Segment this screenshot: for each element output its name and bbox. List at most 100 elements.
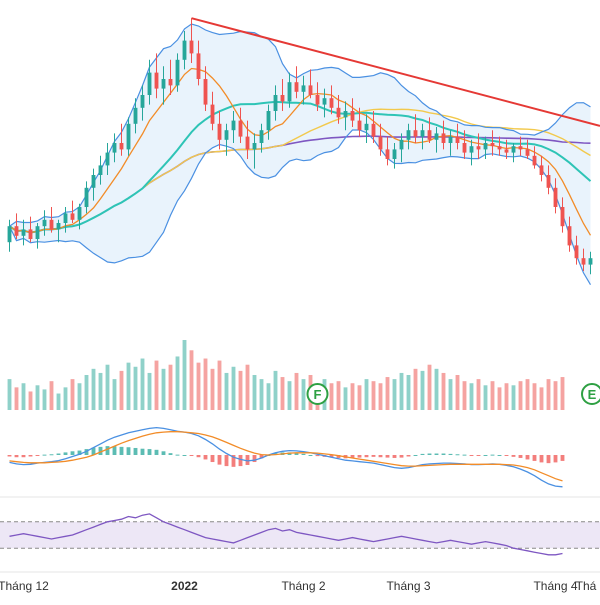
macd-histogram-bar xyxy=(365,455,369,457)
event-marker-label: F xyxy=(314,387,322,402)
volume-bar xyxy=(533,383,537,410)
volume-bar xyxy=(15,387,19,410)
candle-body xyxy=(365,124,369,130)
candle-body xyxy=(302,85,306,91)
candle-body xyxy=(204,79,208,105)
volume-bar xyxy=(407,375,411,410)
macd-histogram-bar xyxy=(141,449,145,455)
candle-body xyxy=(22,229,26,235)
candle-body xyxy=(15,226,19,236)
volume-bar xyxy=(106,365,110,410)
volume-bar xyxy=(204,359,208,410)
volume-bar xyxy=(512,385,516,410)
candle-body xyxy=(533,156,537,166)
candle-body xyxy=(64,213,68,223)
volume-bar xyxy=(232,367,236,410)
candle-body xyxy=(519,146,523,149)
candle-body xyxy=(50,220,54,230)
candle-body xyxy=(421,130,425,136)
candle-body xyxy=(449,137,453,143)
macd-histogram-bar xyxy=(456,454,460,455)
candle-body xyxy=(435,133,439,139)
macd-histogram-bar xyxy=(64,452,68,455)
macd-line xyxy=(10,428,563,487)
candle-body xyxy=(484,143,488,149)
candle-body xyxy=(246,137,250,150)
candle-body xyxy=(407,130,411,140)
candle-body xyxy=(456,137,460,143)
candle-body xyxy=(512,146,516,152)
volume-bar xyxy=(491,381,495,410)
candle-body xyxy=(575,245,579,258)
candle-body xyxy=(505,149,509,152)
volume-bar xyxy=(477,379,481,410)
candle-body xyxy=(477,146,481,149)
volume-bar xyxy=(22,383,26,410)
volume-bar xyxy=(274,371,278,410)
candle-body xyxy=(239,121,243,137)
volume-bar xyxy=(484,385,488,410)
volume-bar xyxy=(141,359,145,410)
candle-body xyxy=(288,82,292,101)
candle-body xyxy=(57,223,61,229)
macd-histogram-bar xyxy=(477,455,481,456)
macd-histogram-bar xyxy=(379,455,383,457)
candle-body xyxy=(120,143,124,149)
candle-body xyxy=(386,149,390,159)
volume-bar xyxy=(337,381,341,410)
macd-histogram-bar xyxy=(309,455,313,456)
macd-histogram-bar xyxy=(134,448,138,455)
volume-bar xyxy=(162,369,166,410)
macd-histogram-bar xyxy=(554,455,558,462)
volume-bar xyxy=(57,394,61,410)
candle-body xyxy=(344,111,348,117)
candle-body xyxy=(582,258,586,264)
volume-bar xyxy=(71,379,75,410)
candle-body xyxy=(197,53,201,79)
volume-bar xyxy=(365,379,369,410)
candle-body xyxy=(547,175,551,188)
candle-body xyxy=(141,95,145,108)
macd-histogram-bar xyxy=(519,455,523,458)
volume-bar xyxy=(302,379,306,410)
candle-body xyxy=(148,73,152,95)
candle-body xyxy=(162,79,166,89)
macd-histogram-bar xyxy=(498,455,502,456)
macd-histogram-bar xyxy=(197,455,201,457)
volume-bar xyxy=(197,363,201,410)
x-axis-tick-label: Tháng 2 xyxy=(281,579,325,593)
volume-bar xyxy=(540,387,544,410)
macd-histogram-bar xyxy=(127,447,131,455)
volume-bar xyxy=(344,387,348,410)
candle-body xyxy=(29,229,33,239)
candle-body xyxy=(428,130,432,140)
macd-histogram-bar xyxy=(50,454,54,455)
macd-histogram-bar xyxy=(190,455,194,456)
macd-histogram-bar xyxy=(407,455,411,456)
candle-body xyxy=(225,130,229,140)
volume-bar xyxy=(505,383,509,410)
volume-bar xyxy=(435,369,439,410)
candle-body xyxy=(351,111,355,121)
volume-bar xyxy=(442,373,446,410)
candle-body xyxy=(442,133,446,143)
volume-bar xyxy=(379,383,383,410)
macd-histogram-bar xyxy=(162,451,166,455)
candle-body xyxy=(316,95,320,105)
volume-bar xyxy=(148,373,152,410)
volume-bar xyxy=(92,369,96,410)
volume-bar xyxy=(183,340,187,410)
candle-body xyxy=(267,111,271,130)
macd-histogram-bar xyxy=(358,455,362,458)
macd-histogram-bar xyxy=(484,455,488,456)
candle-body xyxy=(309,85,313,95)
volume-bar xyxy=(351,383,355,410)
volume-bar xyxy=(421,371,425,410)
macd-histogram-bar xyxy=(113,446,117,455)
macd-histogram-bar xyxy=(435,454,439,455)
volume-bar xyxy=(281,377,285,410)
volume-bar xyxy=(526,379,530,410)
candle-body xyxy=(190,41,194,54)
